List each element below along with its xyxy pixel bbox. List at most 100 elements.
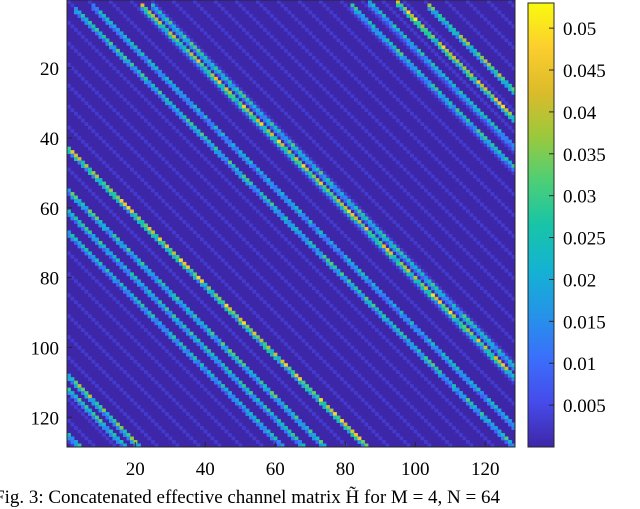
band-cell: [420, 275, 425, 280]
background-cell: [490, 45, 495, 50]
band-cell: [406, 258, 411, 263]
background-cell: [242, 48, 246, 53]
background-cell: [84, 289, 89, 294]
band-cell: [144, 10, 148, 15]
background-cell: [105, 206, 110, 210]
background-cell: [476, 261, 481, 266]
band-cell: [263, 387, 267, 392]
band-cell: [126, 59, 131, 64]
background-cell: [382, 335, 386, 340]
background-cell: [511, 3, 516, 8]
background-cell: [214, 272, 218, 277]
band-cell: [396, 258, 400, 263]
band-cell: [221, 303, 225, 308]
background-cell: [357, 17, 362, 22]
background-cell: [81, 97, 85, 102]
band-cell: [70, 233, 75, 238]
band-cell: [326, 261, 330, 266]
background-cell: [161, 429, 166, 434]
band-cell: [336, 202, 341, 207]
background-cell: [473, 69, 477, 74]
background-cell: [445, 125, 449, 130]
band-cell: [476, 83, 481, 88]
background-cell: [455, 199, 460, 203]
background-cell: [154, 108, 159, 113]
band-cell: [210, 73, 215, 78]
background-cell: [357, 226, 362, 231]
band-cell: [133, 300, 138, 305]
background-cell: [210, 247, 215, 252]
background-cell: [151, 356, 155, 360]
background-cell: [490, 3, 495, 8]
background-cell: [385, 108, 390, 113]
band-cell: [511, 90, 516, 95]
band-cell: [154, 279, 159, 284]
band-cell: [298, 209, 302, 214]
background-cell: [182, 408, 187, 413]
band-cell: [284, 429, 288, 434]
figure-caption: Fig. 3: Concatenated effective channel m…: [0, 485, 500, 508]
background-cell: [217, 45, 222, 50]
band-cell: [228, 352, 232, 357]
band-cell: [420, 286, 425, 291]
band-cell: [280, 422, 285, 427]
band-cell: [490, 143, 495, 148]
background-cell: [186, 13, 190, 18]
band-cell: [455, 59, 460, 64]
background-cell: [179, 279, 183, 284]
band-cell: [315, 167, 320, 172]
band-cell: [193, 55, 197, 60]
band-cell: [487, 122, 491, 127]
band-cell: [172, 38, 176, 43]
background-cell: [189, 394, 194, 399]
background-cell: [406, 192, 411, 196]
background-cell: [161, 408, 166, 413]
background-cell: [406, 150, 411, 154]
background-cell: [382, 398, 386, 402]
background-cell: [308, 94, 313, 99]
band-cell: [406, 268, 411, 273]
background-cell: [413, 387, 418, 392]
band-cell: [441, 352, 446, 357]
background-cell: [340, 209, 344, 214]
band-cell: [224, 76, 229, 81]
background-cell: [119, 157, 124, 161]
colorbar-tick-label: 0.035: [563, 145, 606, 166]
background-cell: [84, 373, 89, 378]
background-cell: [70, 66, 75, 71]
background-cell: [399, 59, 404, 64]
band-cell: [74, 216, 78, 221]
band-cell: [480, 55, 484, 60]
background-cell: [273, 289, 278, 294]
band-cell: [221, 363, 225, 368]
band-cell: [431, 87, 435, 92]
y-tick-label: 120: [31, 408, 60, 429]
background-cell: [322, 422, 327, 427]
band-cell: [221, 153, 225, 158]
band-cell: [497, 412, 502, 416]
background-cell: [501, 139, 505, 144]
background-cell: [427, 129, 432, 133]
background-cell: [67, 167, 71, 172]
band-cell: [466, 317, 470, 322]
band-cell: [147, 268, 152, 273]
band-cell: [77, 244, 82, 249]
band-cell: [294, 230, 299, 235]
background-cell: [368, 111, 372, 116]
background-cell: [249, 244, 253, 249]
band-cell: [102, 181, 106, 186]
background-cell: [315, 206, 320, 210]
band-cell: [438, 352, 442, 357]
band-cell: [221, 87, 225, 92]
background-cell: [441, 143, 446, 147]
band-cell: [217, 73, 222, 78]
background-cell: [434, 157, 439, 161]
background-cell: [140, 240, 145, 245]
background-cell: [151, 188, 155, 193]
background-cell: [497, 10, 502, 15]
band-cell: [228, 143, 232, 148]
background-cell: [413, 178, 418, 182]
band-cell: [319, 174, 323, 179]
band-cell: [231, 314, 236, 319]
band-cell: [259, 380, 264, 385]
